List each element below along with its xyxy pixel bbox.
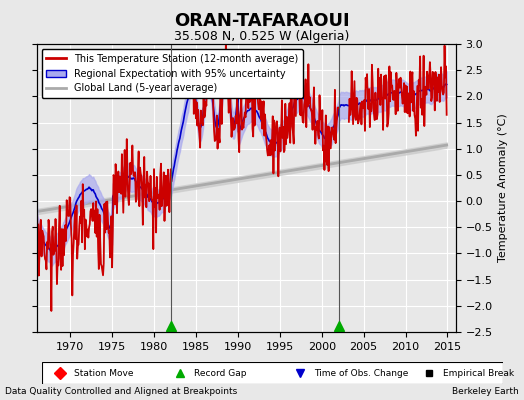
Text: ORAN-TAFARAOUI: ORAN-TAFARAOUI <box>174 12 350 30</box>
Y-axis label: Temperature Anomaly (°C): Temperature Anomaly (°C) <box>498 114 508 262</box>
Text: Record Gap: Record Gap <box>194 368 247 378</box>
Text: Data Quality Controlled and Aligned at Breakpoints: Data Quality Controlled and Aligned at B… <box>5 387 237 396</box>
Text: Station Move: Station Move <box>74 368 134 378</box>
Text: Berkeley Earth: Berkeley Earth <box>452 387 519 396</box>
Text: 35.508 N, 0.525 W (Algeria): 35.508 N, 0.525 W (Algeria) <box>174 30 350 43</box>
Text: Empirical Break: Empirical Break <box>443 368 514 378</box>
Text: Time of Obs. Change: Time of Obs. Change <box>314 368 408 378</box>
FancyBboxPatch shape <box>42 362 503 384</box>
Legend: This Temperature Station (12-month average), Regional Expectation with 95% uncer: This Temperature Station (12-month avera… <box>41 49 303 98</box>
